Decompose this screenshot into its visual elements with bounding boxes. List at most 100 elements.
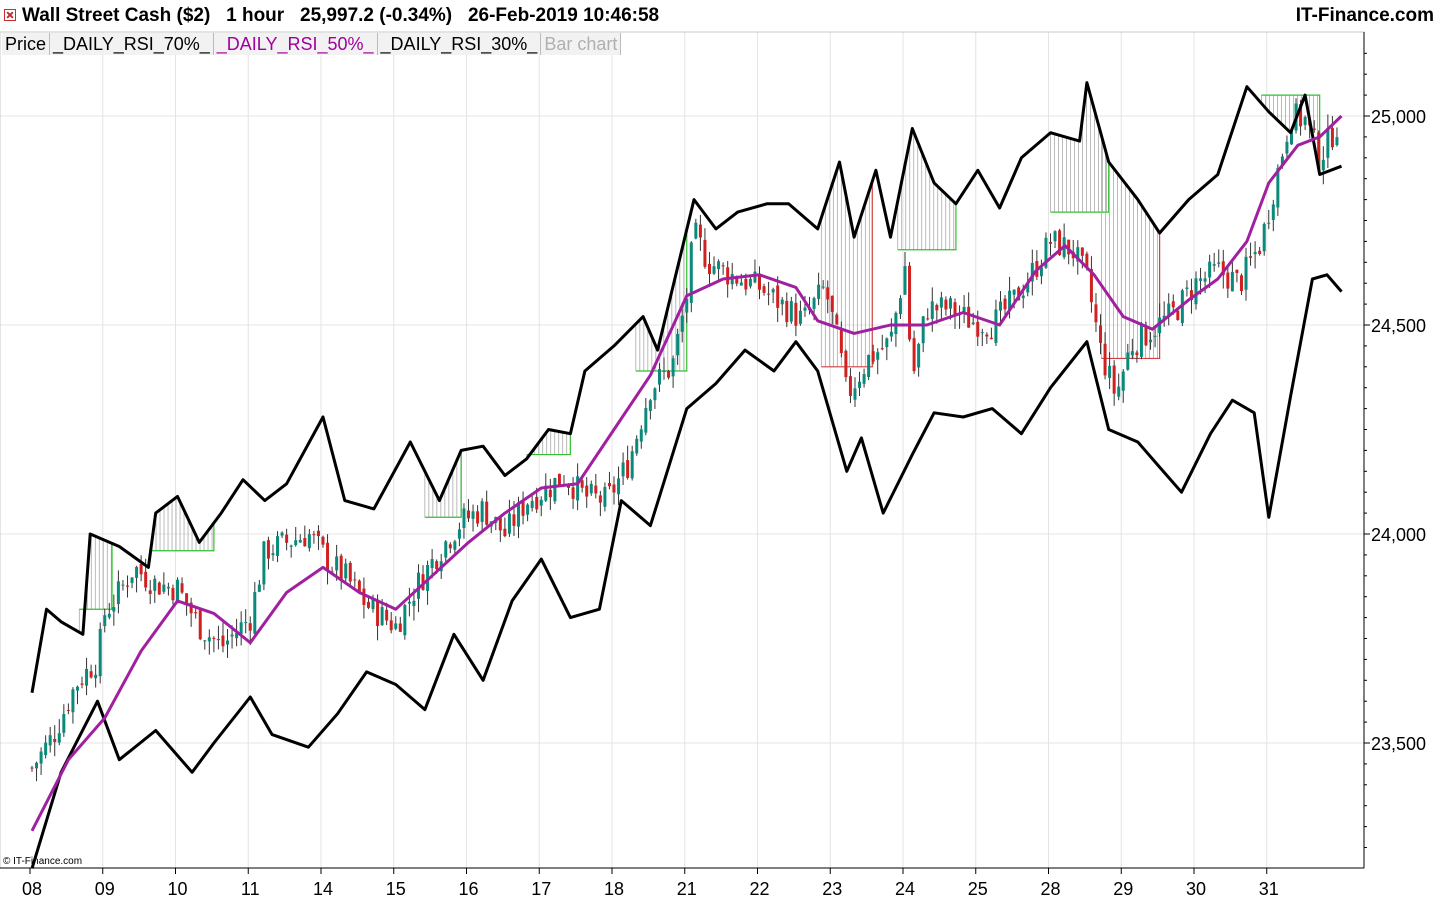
legend-rsi-30[interactable]: _DAILY_RSI_30%_ [377,33,542,55]
candle-body [607,482,611,487]
x-tick-label: 11 [241,879,260,899]
candle-body [1317,132,1321,169]
candle-body [148,590,152,594]
legend-bar-chart[interactable]: Bar chart [541,33,622,55]
candle-body [1121,371,1125,391]
x-tick-label: 17 [531,879,551,899]
legend-rsi-50[interactable]: _DAILY_RSI_50%_ [213,33,378,55]
candle-body [1212,264,1216,266]
candle-body [867,354,871,378]
candle-body [1230,271,1234,292]
candle-body [1076,247,1080,262]
candle-body [748,278,752,287]
candle-body [598,495,602,503]
candle-body [1235,269,1239,273]
candle-body [785,300,789,323]
candle-body [166,586,170,589]
candle-body [1139,323,1143,357]
candle-body [1094,304,1098,323]
candle-body [1258,250,1262,254]
candle-body [921,316,925,344]
ma-line [30,114,1343,832]
candle-body [739,282,743,286]
candle-body [298,539,302,543]
candle-body [1089,269,1093,303]
candle-body [1239,275,1243,291]
candle-body [289,545,293,547]
candle-body [771,289,775,293]
x-tick-label: 29 [1113,879,1133,899]
candle-body [403,605,407,636]
candle-body [1144,326,1148,346]
candle-body [1158,317,1162,334]
legend-rsi-70[interactable]: _DAILY_RSI_70%_ [50,33,214,55]
x-tick-label: 09 [95,879,115,899]
candle-body [798,310,802,324]
candle-body [30,767,34,769]
candle-body [1099,325,1103,343]
candle-body [348,562,352,582]
legend-price[interactable]: Price [2,33,51,55]
candle-body [553,478,557,502]
candle-body [557,473,561,485]
candle-body [571,487,575,499]
candle-body [139,563,143,575]
candle-body [194,612,198,614]
candle-body [467,510,470,519]
candle-body [821,286,825,288]
candle-body [75,686,79,691]
candle-body [1058,230,1062,255]
rsi-zone-edge [79,543,113,610]
candle-body [712,266,716,274]
candle-body [212,637,216,640]
candle-body [930,301,934,319]
candle-body [735,277,739,284]
chart-title: Wall Street Cash ($2) 1 hour 25,997.2 (-… [22,5,660,26]
brand-label[interactable]: IT-Finance.com [1295,5,1434,26]
candle-body [266,540,270,559]
candle-body [694,222,698,239]
candle-body [421,574,425,590]
candle-body [1280,156,1284,165]
candle-body [1217,262,1221,264]
candle-body [962,306,966,312]
x-tick-label: 08 [22,879,42,899]
candle-body [617,478,621,495]
close-icon[interactable] [4,9,16,21]
candle-body [1126,352,1130,370]
candle-body [944,299,948,310]
candle-body [485,501,489,525]
candle-body [612,484,616,493]
moving-average-line [30,114,1343,832]
rsi-zone-edge [424,450,462,518]
candle-body [1003,298,1007,310]
candle-body [889,331,893,337]
candle-body [462,508,466,528]
candle-body [1185,287,1189,289]
candle-body [94,674,98,679]
candle-body [326,542,330,571]
y-tick-label: 25,000 [1371,107,1426,127]
candle-body [539,499,543,506]
candle-body [1208,261,1212,278]
candle-body [344,563,348,579]
candle-body [971,322,975,325]
x-tick-label: 24 [895,879,915,899]
candle-body [339,555,343,580]
rsi-lower-band [30,273,1343,869]
candle-body [235,633,239,639]
candle-body [153,578,157,591]
candle-body [48,735,52,746]
x-tick-label: 18 [604,879,624,899]
candle-body [698,224,702,238]
candle-body [826,287,830,300]
candle-body [144,571,148,588]
rsi-band-lines [30,81,1343,869]
candle-body [576,476,580,501]
candle-body [162,584,166,592]
candle-body [335,556,339,571]
candle-body [198,610,202,640]
candle-body [1171,301,1175,308]
candle-body [917,344,921,368]
